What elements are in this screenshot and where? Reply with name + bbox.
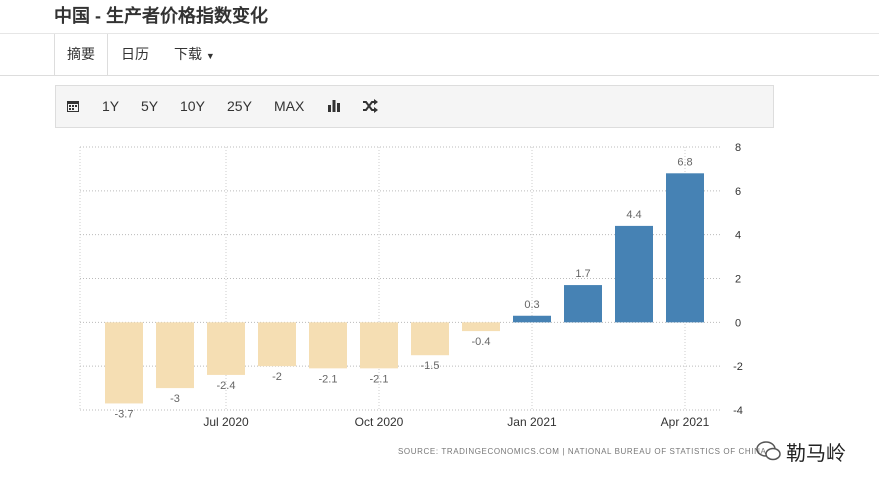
tab-bar: 摘要 日历 下载 ▼ (0, 33, 879, 76)
data-label: 4.4 (626, 209, 641, 221)
bar (411, 322, 449, 356)
data-label: -2.4 (217, 380, 236, 392)
data-label: 0.3 (524, 299, 539, 311)
dropdown-caret: ▼ (205, 51, 215, 61)
y-tick-label: -2 (733, 361, 743, 373)
source-note: SOURCE: TRADINGECONOMICS.COM | NATIONAL … (398, 447, 767, 456)
data-label: -2.1 (370, 373, 389, 385)
bar (666, 173, 704, 323)
x-tick-label: Oct 2020 (355, 415, 404, 429)
data-label: 6.8 (677, 156, 692, 168)
bar (309, 322, 347, 369)
data-label: -3.7 (115, 408, 134, 420)
range-button[interactable]: 1Y (102, 98, 120, 114)
data-label: -0.4 (472, 336, 491, 348)
tab[interactable]: 摘要 (54, 34, 108, 75)
shuffle-icon[interactable] (362, 99, 378, 113)
data-label: -2 (272, 371, 282, 383)
y-tick-label: -4 (733, 405, 743, 417)
y-tick-label: 8 (735, 142, 741, 154)
range-button[interactable]: 25Y (227, 98, 252, 114)
wechat-icon (756, 441, 781, 461)
bar (360, 322, 398, 369)
range-button[interactable]: 10Y (180, 98, 205, 114)
page-title: 中国 - 生产者价格指数变化 (54, 6, 268, 26)
range-button[interactable]: 5Y (141, 98, 159, 114)
bar (258, 322, 296, 367)
bar (462, 322, 500, 332)
bar-chart-icon[interactable] (327, 99, 341, 113)
y-tick-label: 4 (735, 230, 741, 242)
x-tick-label: Jul 2020 (203, 415, 249, 429)
data-label: 1.7 (575, 268, 590, 280)
toolbar: 1Y 5Y 10Y 25Y MAX (55, 85, 774, 128)
bar (615, 225, 653, 323)
range-button[interactable]: MAX (274, 98, 305, 114)
bar (207, 322, 245, 375)
tab-label: 下载 (174, 46, 202, 62)
y-tick-label: 6 (735, 186, 741, 198)
data-label: -1.5 (421, 360, 440, 372)
y-tick-label: 0 (735, 317, 741, 329)
y-tick-label: 2 (735, 274, 741, 286)
bar (156, 322, 194, 389)
x-tick-label: Jan 2021 (507, 415, 557, 429)
tab[interactable]: 下载 ▼ (174, 44, 215, 64)
bar (105, 322, 143, 404)
data-label: -2.1 (319, 373, 338, 385)
x-tick-label: Apr 2021 (661, 415, 710, 429)
tab[interactable]: 日历 (121, 46, 149, 62)
calendar-icon[interactable] (66, 99, 80, 113)
bar (564, 285, 602, 323)
watermark: 勒马岭 (786, 443, 846, 465)
data-label: -3 (170, 393, 180, 405)
bar (513, 315, 551, 323)
